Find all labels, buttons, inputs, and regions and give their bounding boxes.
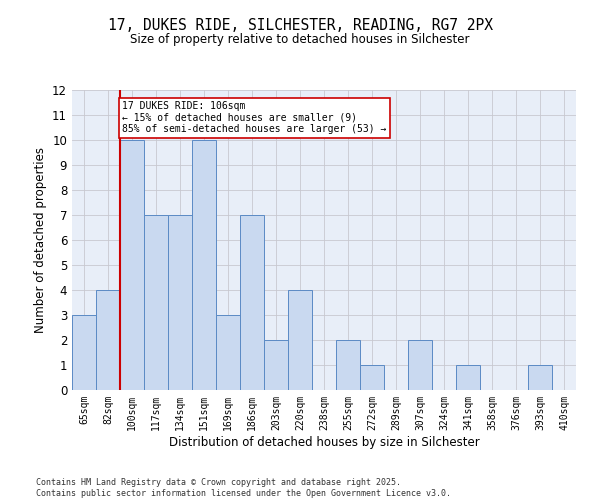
Bar <box>408 340 432 390</box>
Bar <box>240 215 264 390</box>
Text: 17, DUKES RIDE, SILCHESTER, READING, RG7 2PX: 17, DUKES RIDE, SILCHESTER, READING, RG7… <box>107 18 493 32</box>
Bar <box>264 340 288 390</box>
Bar <box>168 215 192 390</box>
Bar <box>120 140 144 390</box>
Bar <box>456 365 480 390</box>
Bar <box>528 365 552 390</box>
Bar <box>96 290 120 390</box>
Bar <box>72 315 96 390</box>
Bar <box>360 365 384 390</box>
Bar <box>288 290 312 390</box>
Text: Size of property relative to detached houses in Silchester: Size of property relative to detached ho… <box>130 32 470 46</box>
Text: Contains HM Land Registry data © Crown copyright and database right 2025.
Contai: Contains HM Land Registry data © Crown c… <box>36 478 451 498</box>
X-axis label: Distribution of detached houses by size in Silchester: Distribution of detached houses by size … <box>169 436 479 448</box>
Y-axis label: Number of detached properties: Number of detached properties <box>34 147 47 333</box>
Bar <box>192 140 216 390</box>
Bar <box>216 315 240 390</box>
Text: 17 DUKES RIDE: 106sqm
← 15% of detached houses are smaller (9)
85% of semi-detac: 17 DUKES RIDE: 106sqm ← 15% of detached … <box>122 101 387 134</box>
Bar <box>336 340 360 390</box>
Bar <box>144 215 168 390</box>
